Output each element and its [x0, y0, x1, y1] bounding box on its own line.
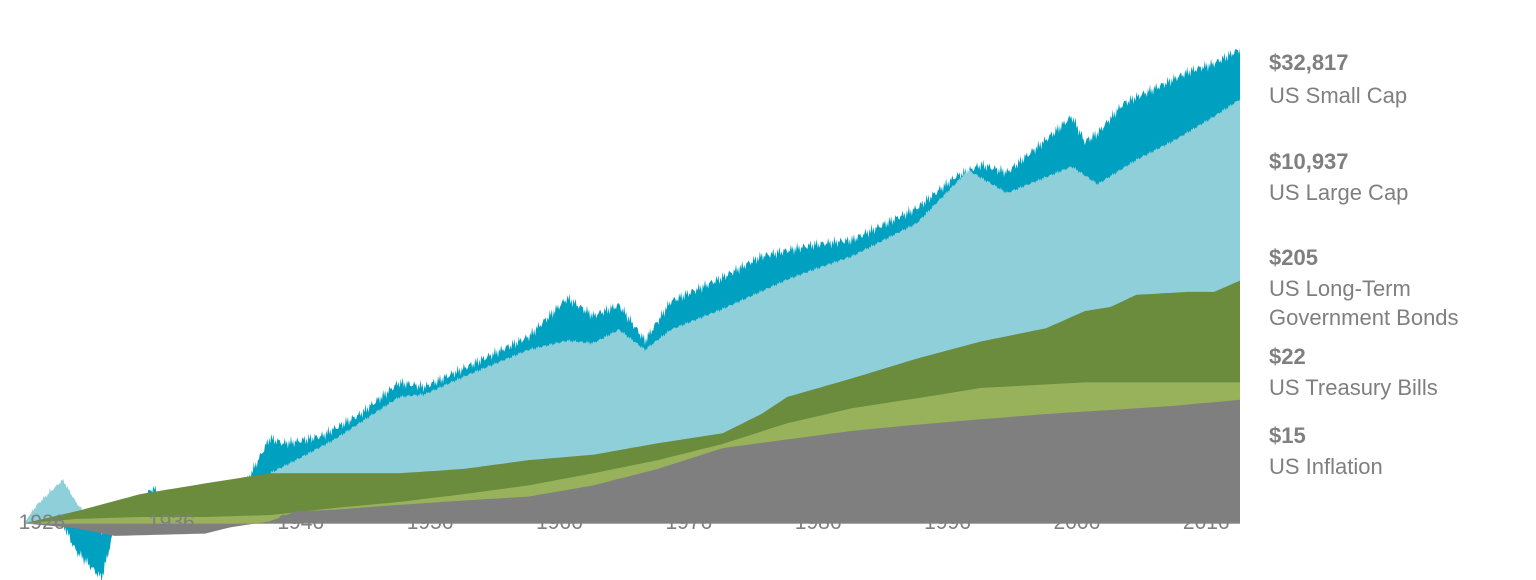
x-tick-label-1926: 1926: [19, 511, 66, 534]
legend-value-us-long-term-government-bonds: $205: [1269, 245, 1318, 270]
legend-entry-us-large-cap: $10,937 US Large Cap: [1269, 149, 1408, 205]
x-tick-label-1946: 1946: [277, 511, 324, 534]
x-tick-label-1996: 1996: [924, 511, 971, 534]
legend-entry-us-small-cap: $32,817 US Small Cap: [1269, 50, 1407, 108]
x-tick-label-1966: 1966: [536, 511, 583, 534]
legend-entry-us-treasury-bills: $22 US Treasury Bills: [1269, 344, 1438, 400]
legend-name-us-inflation: US Inflation: [1269, 454, 1383, 479]
legend-value-us-inflation: $15: [1269, 423, 1306, 448]
x-tick-labels: 1926 1936 1946 1956 1966 1976 1986 1996 2006 2016: [19, 511, 1230, 534]
legend-entry-us-long-term-government-bonds: $205 US Long-Term Government Bonds: [1269, 245, 1459, 330]
series-area-us-inflation: [24, 399, 1240, 536]
x-tick-label-2006: 2006: [1054, 511, 1101, 534]
x-tick-label-1976: 1976: [665, 511, 712, 534]
legend-name-us-long-term-government-bonds-line-1: US Long-Term: [1269, 276, 1411, 301]
x-tick-label-1956: 1956: [407, 511, 454, 534]
x-tick-label-2016: 2016: [1183, 511, 1230, 534]
legend-name-us-long-term-government-bonds-line-2: Government Bonds: [1269, 305, 1459, 330]
legend-value-us-large-cap: $10,937: [1269, 149, 1349, 174]
legend-value-us-treasury-bills: $22: [1269, 344, 1306, 369]
legend-value-us-small-cap: $32,817: [1269, 50, 1349, 75]
x-tick-label-1986: 1986: [795, 511, 842, 534]
x-tick-label-1936: 1936: [148, 511, 195, 534]
legend-name-us-treasury-bills: US Treasury Bills: [1269, 375, 1438, 400]
legend-entry-us-inflation: $15 US Inflation: [1269, 423, 1383, 479]
legend: $32,817 US Small Cap $10,937 US Large Cap $2…: [1269, 50, 1459, 479]
legend-name-us-small-cap: US Small Cap: [1269, 83, 1407, 108]
legend-name-us-large-cap: US Large Cap: [1269, 180, 1408, 205]
series-areas: [24, 48, 1240, 580]
